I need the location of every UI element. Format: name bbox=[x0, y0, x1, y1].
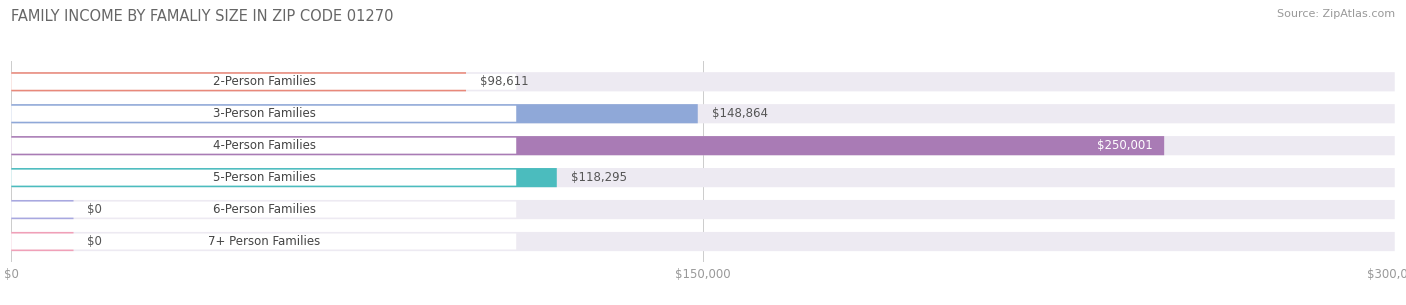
PathPatch shape bbox=[11, 74, 516, 90]
Text: $148,864: $148,864 bbox=[711, 107, 768, 120]
PathPatch shape bbox=[11, 232, 73, 251]
PathPatch shape bbox=[11, 202, 516, 217]
PathPatch shape bbox=[11, 168, 557, 187]
PathPatch shape bbox=[11, 136, 1395, 155]
Text: $250,001: $250,001 bbox=[1097, 139, 1153, 152]
PathPatch shape bbox=[11, 104, 1395, 123]
PathPatch shape bbox=[11, 168, 1395, 187]
Text: $118,295: $118,295 bbox=[571, 171, 627, 184]
PathPatch shape bbox=[11, 200, 73, 219]
PathPatch shape bbox=[11, 200, 1395, 219]
Text: 6-Person Families: 6-Person Families bbox=[212, 203, 316, 216]
PathPatch shape bbox=[11, 138, 516, 154]
Text: 5-Person Families: 5-Person Families bbox=[212, 171, 316, 184]
PathPatch shape bbox=[11, 106, 516, 122]
PathPatch shape bbox=[11, 104, 697, 123]
Text: 4-Person Families: 4-Person Families bbox=[212, 139, 316, 152]
PathPatch shape bbox=[11, 72, 465, 92]
PathPatch shape bbox=[11, 72, 1395, 92]
PathPatch shape bbox=[11, 232, 1395, 251]
Text: Source: ZipAtlas.com: Source: ZipAtlas.com bbox=[1277, 9, 1395, 19]
PathPatch shape bbox=[11, 234, 516, 249]
Text: $98,611: $98,611 bbox=[479, 75, 529, 88]
Text: 7+ Person Families: 7+ Person Families bbox=[208, 235, 321, 248]
PathPatch shape bbox=[11, 136, 1164, 155]
Text: $0: $0 bbox=[87, 203, 103, 216]
Text: FAMILY INCOME BY FAMALIY SIZE IN ZIP CODE 01270: FAMILY INCOME BY FAMALIY SIZE IN ZIP COD… bbox=[11, 9, 394, 24]
Text: 3-Person Families: 3-Person Families bbox=[212, 107, 316, 120]
PathPatch shape bbox=[11, 170, 516, 186]
Text: 2-Person Families: 2-Person Families bbox=[212, 75, 316, 88]
Text: $0: $0 bbox=[87, 235, 103, 248]
